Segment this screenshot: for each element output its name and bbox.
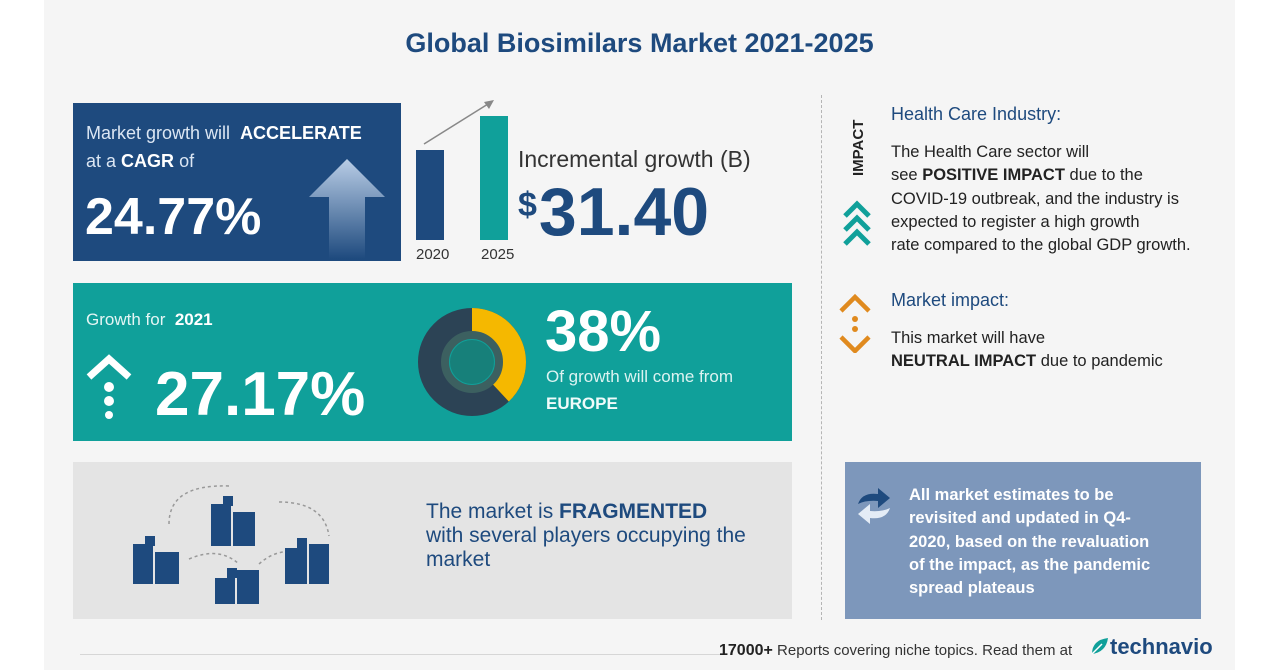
section-divider: [821, 95, 822, 620]
incremental-growth-value: $31.40: [518, 174, 710, 250]
footer-rule: [80, 654, 720, 655]
donut-inner-ring: [441, 331, 503, 393]
double-chevron-up-icon: [843, 200, 871, 246]
growth-panel: Growth for 2021 27.17% 38% Of growth wil…: [73, 283, 792, 441]
donut-share-arc: [418, 308, 526, 416]
refresh-icon: [858, 488, 890, 524]
year-start-label: 2020: [416, 246, 450, 263]
neutral-impact-icon: [839, 293, 871, 353]
page-title: Global Biosimilars Market 2021-2025: [405, 28, 874, 58]
cagr-value: 24.77%: [85, 188, 262, 246]
cagr-line-2: at a CAGR of: [86, 151, 195, 171]
region-share-donut: [418, 308, 526, 416]
market-structure-text: The market is FRAGMENTED with several pl…: [426, 500, 746, 571]
region-share-caption: Of growth will come from: [546, 367, 734, 386]
estimates-note-text: All market estimates to be revisited and…: [909, 486, 1151, 598]
growth-value: 27.17%: [155, 360, 366, 429]
growth-bars-icon: [416, 100, 508, 240]
up-arrow-icon: [309, 159, 385, 259]
market-structure-panel: The market is FRAGMENTED with several pl…: [73, 462, 792, 619]
growth-year-label: Growth for 2021: [86, 310, 213, 329]
incremental-growth-label: Incremental growth (B): [518, 146, 751, 172]
impact-vertical-label: IMPACT: [850, 120, 867, 176]
cagr-panel: Market growth will ACCELERATE at a CAGR …: [73, 103, 401, 261]
year-end-label: 2025: [481, 246, 515, 263]
region-name: EUROPE: [546, 394, 618, 413]
donut-center: [450, 340, 494, 384]
growth-up-icon: [86, 354, 132, 419]
health-care-title: Health Care Industry:: [891, 104, 1062, 124]
market-impact-title: Market impact:: [891, 290, 1010, 310]
technavio-logo[interactable]: technavio: [1090, 634, 1213, 660]
buildings-network-icon: [133, 485, 330, 604]
cagr-line-1: Market growth will ACCELERATE: [86, 123, 362, 143]
region-share-percent: 38%: [545, 299, 662, 364]
market-impact-text: This market will have NEUTRAL IMPACT due…: [891, 329, 1163, 371]
footer-text: 17000+ Reports covering niche topics. Re…: [719, 642, 1073, 659]
leaf-icon: [1091, 638, 1108, 655]
health-care-text: The Health Care sector will see POSITIVE…: [891, 143, 1191, 255]
estimates-note-panel: All market estimates to be revisited and…: [845, 462, 1201, 619]
impact-label-text: IMPACT: [850, 120, 867, 176]
